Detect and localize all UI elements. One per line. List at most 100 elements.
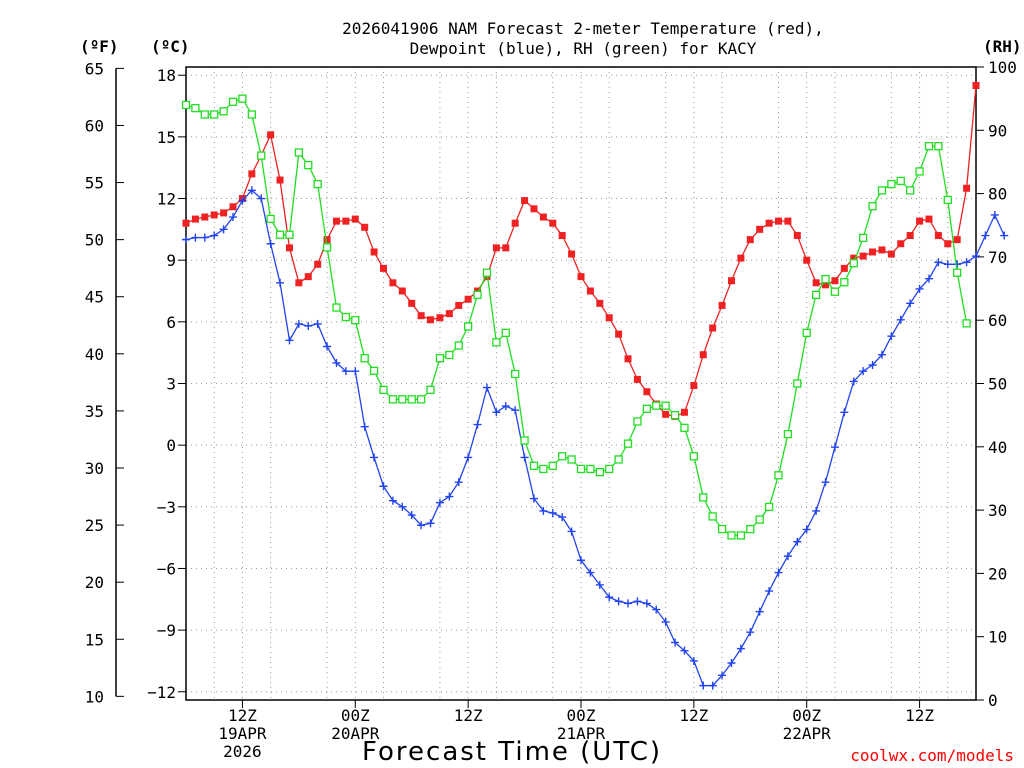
- dewpoint-point: [238, 196, 247, 205]
- dewpoint-point: [191, 233, 200, 242]
- rh-point: [708, 512, 717, 521]
- dewpoint-point: [896, 315, 905, 324]
- temp-point: [934, 232, 942, 240]
- rh-point: [360, 354, 369, 363]
- rh-point: [228, 97, 238, 106]
- dewpoint-point: [360, 422, 369, 431]
- rh-point: [200, 110, 209, 119]
- dewpoint-point: [689, 656, 698, 665]
- dewpoint-point: [943, 260, 952, 269]
- fahrenheit-tick-label: 20: [85, 573, 104, 592]
- dewpoint-point: [633, 597, 642, 606]
- dewpoint-point: [877, 350, 886, 359]
- fahrenheit-tick-label: 35: [85, 402, 104, 421]
- rh-tick-label: 70: [988, 248, 1007, 267]
- rh-point: [764, 502, 774, 512]
- temp-point: [398, 287, 406, 295]
- temp-point: [511, 219, 519, 227]
- chart-title-line2: Dewpoint (blue), RH (green) for KACY: [410, 39, 757, 58]
- rh-point: [652, 401, 661, 410]
- credit-text: coolwx.com/models: [850, 746, 1014, 765]
- rh-point: [623, 439, 633, 448]
- rh-tick-label: 0: [988, 691, 998, 710]
- fahrenheit-tick-label: 55: [85, 174, 104, 193]
- rh-point: [802, 328, 811, 338]
- temp-point: [727, 277, 735, 285]
- dewpoint-point: [210, 231, 219, 240]
- rh-point: [548, 461, 557, 470]
- rh-point: [633, 417, 642, 426]
- dewpoint-point: [417, 521, 426, 530]
- dewpoint-point: [529, 494, 538, 503]
- fahrenheit-tick-label: 40: [85, 345, 104, 364]
- dewpoint-point: [708, 681, 717, 690]
- rh-point: [341, 312, 351, 322]
- dewpoint-point: [276, 278, 285, 287]
- dewpoint-point: [567, 527, 576, 536]
- dewpoint-point: [511, 406, 520, 415]
- x-tick-label: 12Z: [905, 706, 934, 725]
- rh-point: [539, 464, 548, 474]
- temp-point: [680, 408, 688, 416]
- dewpoint-point: [671, 638, 680, 647]
- temp-point: [304, 273, 312, 281]
- fahrenheit-tick-label: 15: [85, 630, 104, 649]
- rh-point: [830, 287, 840, 296]
- dewpoint-point: [229, 213, 238, 222]
- dewpoint-point: [257, 194, 266, 203]
- temp-point: [615, 330, 623, 338]
- temp-point: [201, 213, 209, 221]
- rh-point: [257, 151, 266, 160]
- rh-point: [736, 531, 746, 540]
- rh-point: [398, 395, 407, 404]
- temp-point: [229, 203, 237, 211]
- rh-point: [783, 429, 793, 439]
- dewpoint-point: [407, 511, 416, 520]
- rh-point: [379, 385, 388, 394]
- chart-tick-labels: 1815129630−3−6−9−1212Z19APR202600Z20APR1…: [85, 58, 1017, 761]
- celsius-tick-label: −9: [157, 621, 176, 640]
- dewpoint-point: [313, 319, 322, 328]
- rh-point: [793, 379, 802, 388]
- dewpoint-point: [473, 420, 482, 429]
- dewpoint-point: [558, 513, 567, 522]
- chart-series: [181, 81, 1009, 690]
- temp-point: [586, 287, 594, 295]
- x-tick-label: 20APR: [331, 724, 380, 743]
- series-dew: [182, 186, 1009, 690]
- dewpoint-point: [868, 361, 877, 370]
- temp-point: [793, 232, 801, 240]
- celsius-tick-label: 9: [166, 251, 176, 270]
- dewpoint-point: [200, 233, 209, 242]
- temp-point: [822, 281, 830, 289]
- temp-point: [803, 256, 811, 264]
- dewpoint-point: [953, 260, 962, 269]
- dewpoint-point: [332, 358, 341, 367]
- temp-point: [332, 217, 340, 225]
- rh-point: [755, 515, 764, 524]
- rh-point: [463, 322, 473, 331]
- celsius-tick-label: 3: [166, 375, 176, 394]
- rh-point: [219, 107, 228, 116]
- dewpoint-point: [849, 377, 858, 386]
- rh-point: [482, 268, 492, 277]
- temp-point: [878, 246, 886, 254]
- dewpoint-point: [426, 519, 435, 528]
- rh-point: [699, 493, 708, 502]
- rh-point: [849, 259, 858, 268]
- dewpoint-point: [962, 258, 971, 267]
- temp-point: [953, 236, 961, 244]
- temp-point: [850, 254, 858, 262]
- temp-point: [737, 254, 745, 262]
- rh-point: [529, 461, 539, 470]
- dewpoint-point: [464, 453, 473, 462]
- temp-point: [831, 277, 839, 285]
- rh-point: [943, 195, 952, 205]
- rh-point: [511, 369, 520, 379]
- dewpoint-point: [539, 506, 548, 515]
- rh-point: [661, 401, 670, 410]
- rh-point: [558, 452, 567, 461]
- rh-point: [520, 436, 529, 445]
- rh-point: [840, 278, 849, 287]
- dewpoint-point: [520, 453, 529, 462]
